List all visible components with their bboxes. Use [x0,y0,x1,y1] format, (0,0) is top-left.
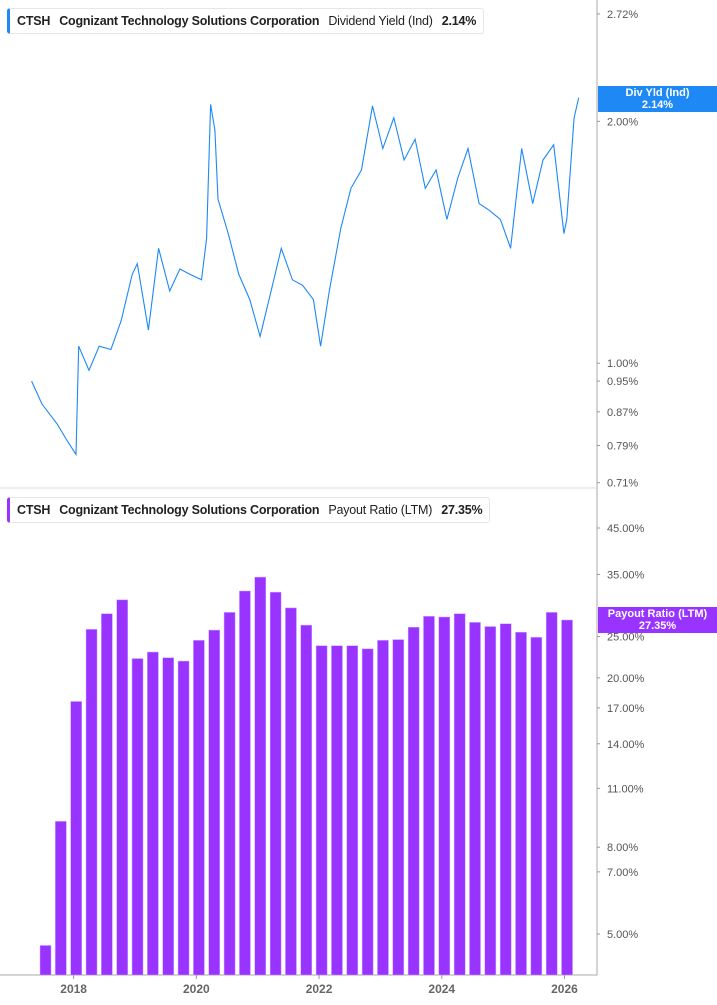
y-tick-label: 25.00% [607,632,645,644]
y-tick-label: 11.00% [607,783,644,795]
y-tick-label: 5.00% [607,929,638,941]
payout-bar [561,619,573,976]
x-tick-label: 2026 [551,982,578,996]
payout-bar [515,631,527,976]
payout-bar [193,640,205,976]
payout-bar [438,616,451,976]
badge-value: 2.14% [641,99,674,111]
y-tick-label: 14.00% [607,739,645,751]
x-tick-label: 2020 [183,982,210,996]
x-tick-label: 2022 [306,982,333,996]
legend-company: Cognizant Technology Solutions Corporati… [59,503,320,517]
y-tick-label: 17.00% [607,703,645,715]
payout-bar [269,591,282,976]
payout-bar [315,645,328,976]
payout-bar [423,616,435,976]
badge-label: Div Yld (Ind) [625,87,690,99]
payout-bar [39,945,52,976]
y-tick-label: 0.79% [607,440,638,452]
payout-bar [223,612,236,976]
x-tick-label: 2024 [428,982,455,996]
payout-bar [162,657,174,976]
payout-bar [70,701,82,976]
dividend-yield-line [31,97,580,457]
y-tick-label: 45.00% [607,523,645,535]
y-tick-label: 8.00% [607,842,638,854]
payout-bar [331,645,343,976]
payout-bar [116,599,128,976]
legend-value: 27.35% [441,503,483,517]
payout-bars [39,576,573,976]
payout-bar [85,629,98,976]
payout-bar [407,627,420,976]
payout-bar [300,624,313,976]
payout-bar [361,648,374,976]
payout-bar [131,658,144,976]
payout-bar [377,640,389,976]
payout-bar [254,576,267,976]
y-tick-label: 7.00% [607,867,638,879]
payout-bar [392,639,405,976]
legend-value: 2.14% [441,14,477,28]
payout-bar [545,612,558,976]
payout-value-badge: Payout Ratio (LTM) 27.35% [598,607,717,633]
payout-bar [453,613,466,976]
payout-bar [484,626,497,976]
y-tick-label: 0.95% [607,376,638,388]
y-tick-label: 35.00% [607,569,645,581]
payout-bar [346,645,359,976]
yield-y-axis: 2.72% 2.00% 1.00% 0.95% 0.87% 0.79% 0.71% [597,9,638,490]
y-tick-label: 2.72% [607,9,638,21]
y-tick-label: 0.71% [607,478,638,490]
payout-bar [499,623,512,976]
badge-value: 27.35% [638,620,677,632]
payout-bar [469,622,481,976]
payout-bar [530,637,543,976]
x-axis: 2018 2020 2022 2024 2026 [60,975,578,996]
payout-y-axis: 45.00% 35.00% 25.00% 20.00% 17.00% 14.00% 11.0… [597,523,645,941]
legend-company: Cognizant Technology Solutions Corporati… [59,14,320,28]
payout-bar [177,660,190,976]
payout-bar [239,590,251,976]
badge-label: Payout Ratio (LTM) [607,608,708,620]
payout-bar [285,607,297,976]
yield-legend: CTSH Cognizant Technology Solutions Corp… [7,8,485,34]
y-tick-label: 20.00% [607,673,645,685]
legend-metric: Dividend Yield (Ind) [328,14,433,28]
payout-bar [208,629,220,976]
payout-bar [147,651,159,976]
legend-metric: Payout Ratio (LTM) [328,503,433,517]
y-tick-label: 0.87% [607,407,638,419]
legend-ticker: CTSH [17,14,51,28]
yield-value-badge: Div Yld (Ind) 2.14% [598,86,717,112]
x-tick-label: 2018 [60,982,87,996]
payout-bar [101,613,113,976]
payout-bar [55,821,67,976]
legend-ticker: CTSH [17,503,51,517]
y-tick-label: 1.00% [607,358,638,370]
payout-legend: CTSH Cognizant Technology Solutions Corp… [7,497,491,523]
y-tick-label: 2.00% [607,116,638,128]
